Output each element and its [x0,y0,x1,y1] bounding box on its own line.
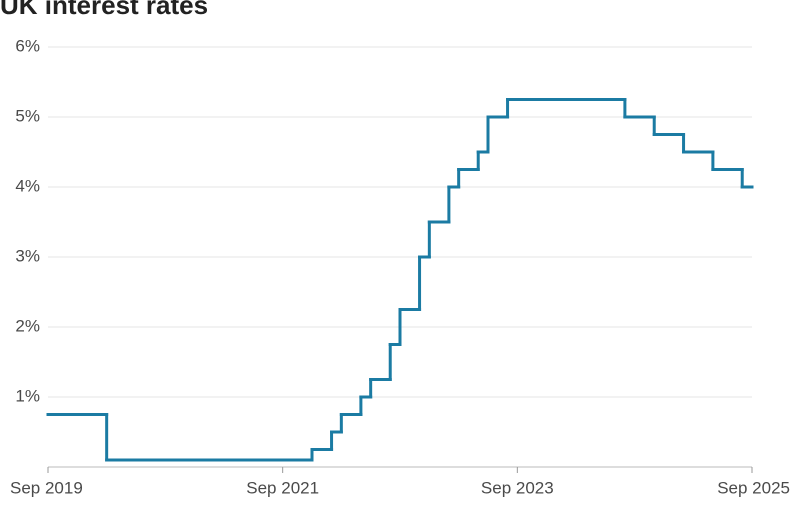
y-tick-label: 2% [15,316,40,335]
x-tick-label: Sep 2023 [481,478,554,497]
y-tick-label: 5% [15,106,40,125]
x-tick-label: Sep 2021 [246,478,319,497]
y-tick-label: 1% [15,386,40,405]
x-tick-label: Sep 2019 [10,478,83,497]
chart-title: UK interest rates [0,0,208,20]
x-tick-label: Sep 2025 [717,478,790,497]
y-tick-label: 6% [15,36,40,55]
y-tick-label: 4% [15,176,40,195]
y-tick-label: 3% [15,246,40,265]
